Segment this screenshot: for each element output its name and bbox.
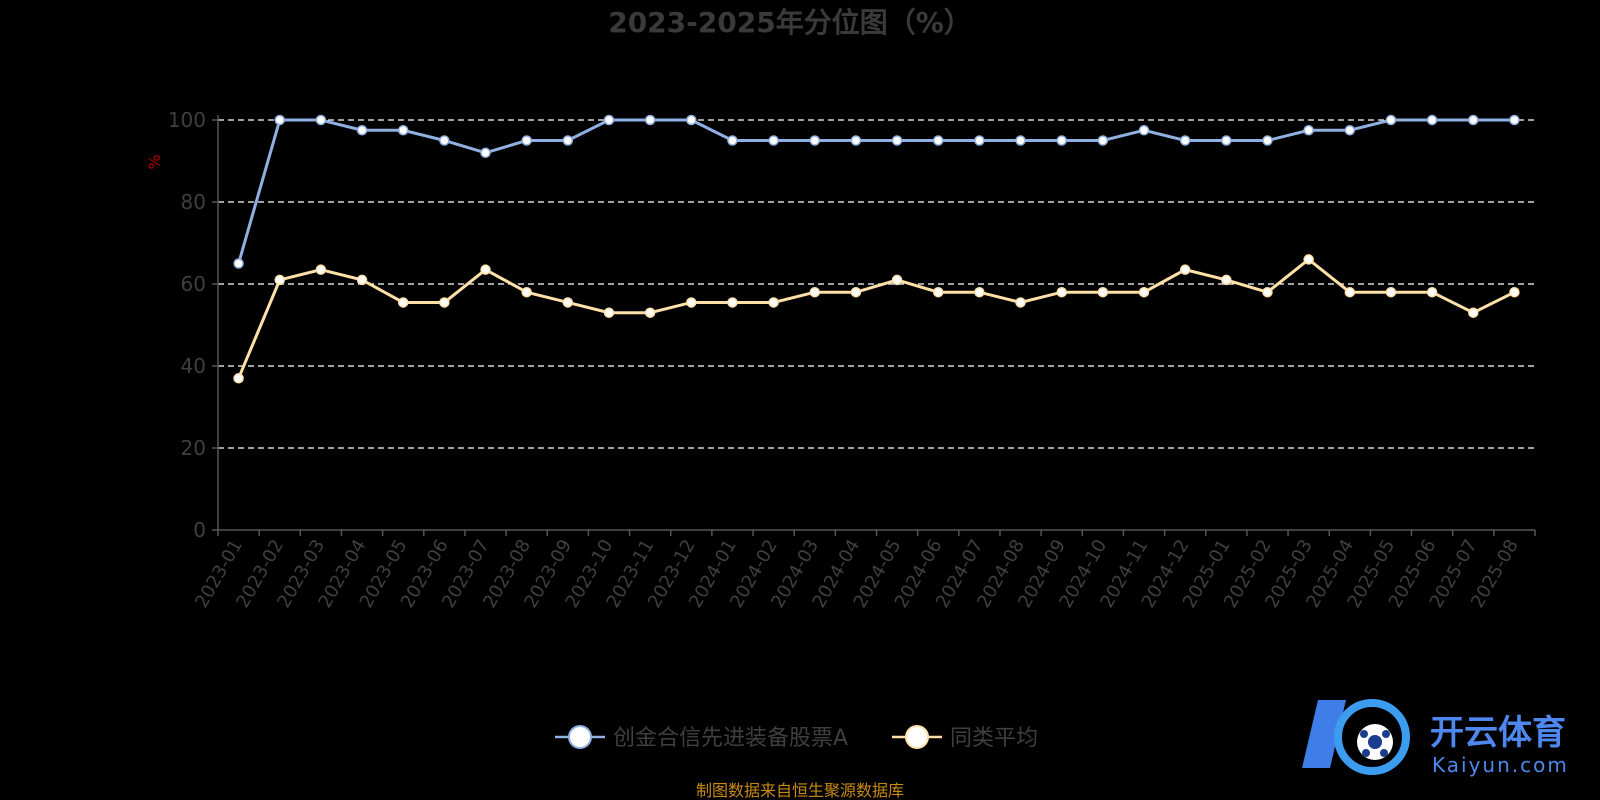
y-axis-ticks: 0 20 40 60 80 100 (168, 108, 218, 542)
data-point[interactable] (1344, 125, 1356, 136)
data-point[interactable] (315, 264, 327, 275)
data-point[interactable] (768, 135, 779, 146)
legend-label: 同类平均 (950, 726, 1038, 751)
data-point[interactable] (439, 297, 450, 308)
data-point[interactable] (727, 135, 738, 146)
series-line (237, 257, 1516, 379)
y-tick-label: 20 (181, 436, 206, 460)
data-point[interactable] (1426, 114, 1438, 126)
data-point[interactable] (1015, 297, 1026, 308)
data-point[interactable] (809, 135, 821, 146)
data-point[interactable] (1303, 125, 1314, 136)
data-point[interactable] (1138, 286, 1150, 298)
logo-emblem-icon (1302, 699, 1410, 775)
data-point[interactable] (932, 135, 944, 146)
data-point[interactable] (603, 114, 615, 126)
data-point[interactable] (850, 286, 862, 298)
y-tick-label: 60 (181, 272, 206, 296)
data-point[interactable] (1509, 286, 1520, 298)
data-point[interactable] (727, 297, 738, 308)
data-point[interactable] (850, 135, 862, 146)
data-point[interactable] (1056, 286, 1067, 298)
x-axis: 2023-012023-022023-032023-042023-052023-… (191, 115, 1536, 612)
data-point[interactable] (480, 264, 491, 275)
data-point[interactable] (768, 297, 779, 308)
data-point[interactable] (891, 135, 903, 146)
data-point[interactable] (439, 135, 450, 146)
data-point[interactable] (1221, 274, 1232, 286)
data-point[interactable] (1262, 286, 1273, 298)
data-point[interactable] (1385, 286, 1397, 298)
data-point[interactable] (686, 114, 697, 126)
data-point[interactable] (397, 297, 409, 308)
data-point[interactable] (1056, 135, 1067, 146)
data-point[interactable] (932, 286, 944, 298)
data-point[interactable] (686, 297, 697, 308)
data-point[interactable] (480, 147, 491, 159)
y-axis-label: % (145, 154, 164, 169)
legend-marker-icon (568, 725, 592, 749)
data-point[interactable] (521, 135, 532, 146)
data-point[interactable] (1509, 114, 1520, 126)
logo: 开云体育 Kaiyun.com (1302, 699, 1569, 777)
data-point[interactable] (1138, 125, 1150, 136)
y-tick-label: 100 (168, 108, 206, 132)
data-point[interactable] (1344, 286, 1356, 298)
data-point[interactable] (1179, 264, 1191, 275)
data-point[interactable] (1221, 135, 1232, 146)
data-point[interactable] (1468, 114, 1479, 126)
legend-item[interactable]: 同类平均 (892, 725, 1038, 751)
data-point[interactable] (603, 307, 615, 318)
data-point[interactable] (1426, 286, 1438, 298)
data-point[interactable] (891, 274, 903, 286)
data-point[interactable] (1097, 286, 1109, 298)
data-point[interactable] (1468, 307, 1479, 318)
data-point[interactable] (356, 274, 368, 286)
data-point[interactable] (521, 286, 532, 298)
logo-name: 开云体育 (1430, 713, 1566, 753)
data-point[interactable] (1179, 135, 1191, 146)
data-point[interactable] (644, 114, 656, 126)
data-point[interactable] (1262, 135, 1273, 146)
data-point[interactable] (233, 373, 244, 384)
data-point[interactable] (1015, 135, 1026, 146)
y-tick-label: 40 (181, 354, 206, 378)
data-point[interactable] (274, 114, 285, 126)
chart-title: 2023-2025年分位图（%） (608, 6, 972, 39)
series-group (233, 114, 1520, 384)
data-point[interactable] (974, 135, 985, 146)
series-line (237, 118, 1515, 264)
legend-marker-icon (905, 725, 929, 749)
data-point[interactable] (356, 125, 368, 136)
legend-label: 创金合信先进装备股票A (613, 726, 848, 751)
data-point[interactable] (274, 274, 285, 286)
logo-sub: Kaiyun.com (1432, 753, 1569, 777)
data-point[interactable] (233, 258, 244, 269)
y-tick-label: 0 (193, 518, 206, 542)
data-point[interactable] (1097, 135, 1109, 146)
legend[interactable]: 创金合信先进装备股票A 同类平均 (555, 725, 1038, 751)
source-note: 制图数据来自恒生聚源数据库 (696, 781, 904, 800)
y-tick-label: 80 (181, 190, 206, 214)
data-point[interactable] (397, 125, 409, 136)
data-point[interactable] (315, 114, 327, 126)
data-point[interactable] (809, 286, 821, 298)
data-point[interactable] (1303, 254, 1314, 265)
data-point[interactable] (562, 297, 574, 308)
data-point[interactable] (974, 286, 985, 298)
legend-item[interactable]: 创金合信先进装备股票A (555, 725, 848, 751)
data-point[interactable] (1385, 114, 1397, 126)
data-point[interactable] (644, 307, 656, 318)
data-point[interactable] (562, 135, 574, 146)
